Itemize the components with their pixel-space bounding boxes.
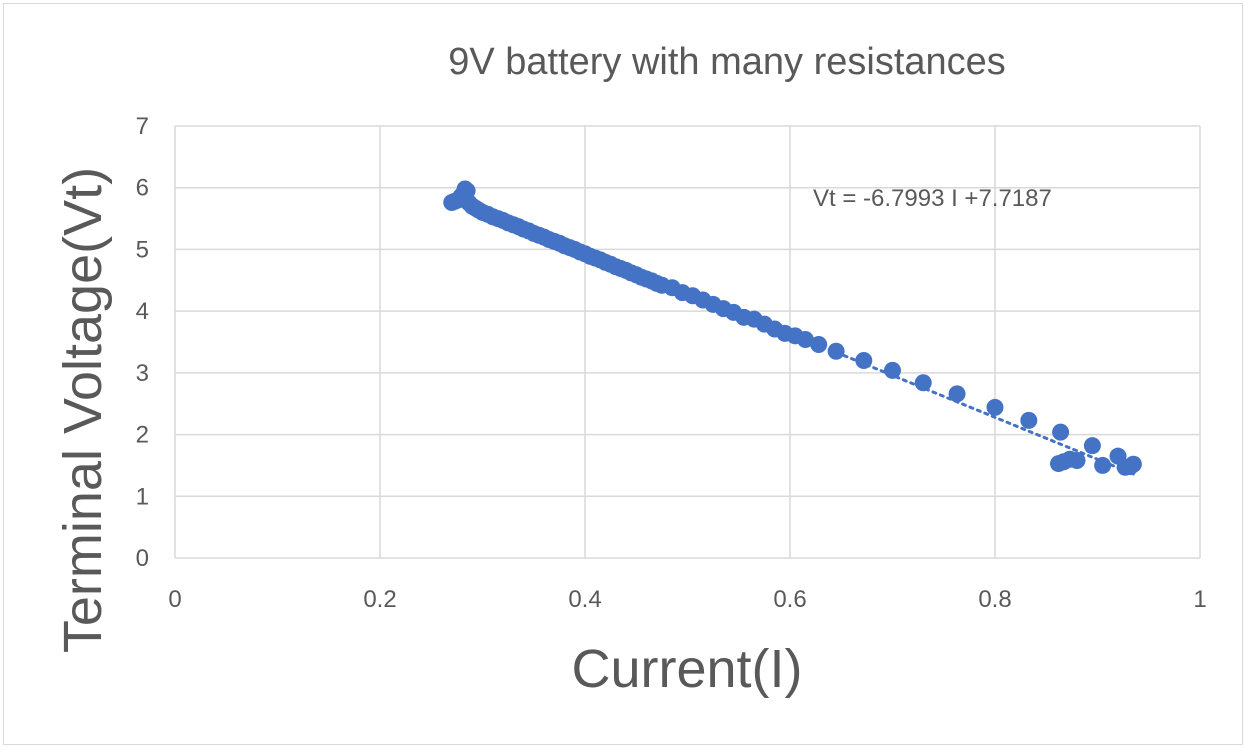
data-point [1020,411,1038,429]
grid-lines [174,125,1201,559]
x-tick-label: 0.8 [978,586,1011,613]
y-tick-label: 2 [136,422,149,449]
data-point [810,335,828,353]
data-point [1124,455,1142,473]
x-tick-label: 1 [1193,586,1206,613]
data-point [827,342,845,360]
y-tick-label: 1 [136,483,149,510]
data-point [1052,423,1070,441]
data-point [884,361,901,379]
data-point [914,374,932,392]
data-point [986,398,1004,416]
data-point [855,352,873,370]
y-axis-title: Terminal Voltage(Vt) [53,167,113,653]
x-axis-title: Current(I) [571,639,802,699]
tick-labels: 0 1 2 3 4 5 6 7 0 0.2 0.4 0.6 0.8 1 [136,113,1207,613]
y-tick-label: 0 [136,545,149,572]
y-tick-label: 3 [136,360,149,387]
data-point [796,331,814,349]
y-tick-label: 7 [136,113,149,140]
y-tick-label: 4 [136,298,149,325]
x-tick-label: 0.6 [773,586,806,613]
data-point [1083,437,1101,455]
x-tick-label: 0.2 [363,586,396,613]
data-points [443,180,1142,476]
chart-title: 9V battery with many resistances [448,41,1006,83]
x-tick-label: 0 [168,586,181,613]
data-point [1094,456,1112,474]
x-tick-label: 0.4 [568,586,601,613]
data-point [1068,451,1086,469]
trendline-equation: Vt = -6.7993 I +7.7187 [813,185,1052,212]
y-tick-label: 6 [136,175,149,202]
y-tick-label: 5 [136,236,149,263]
data-point [948,385,966,403]
